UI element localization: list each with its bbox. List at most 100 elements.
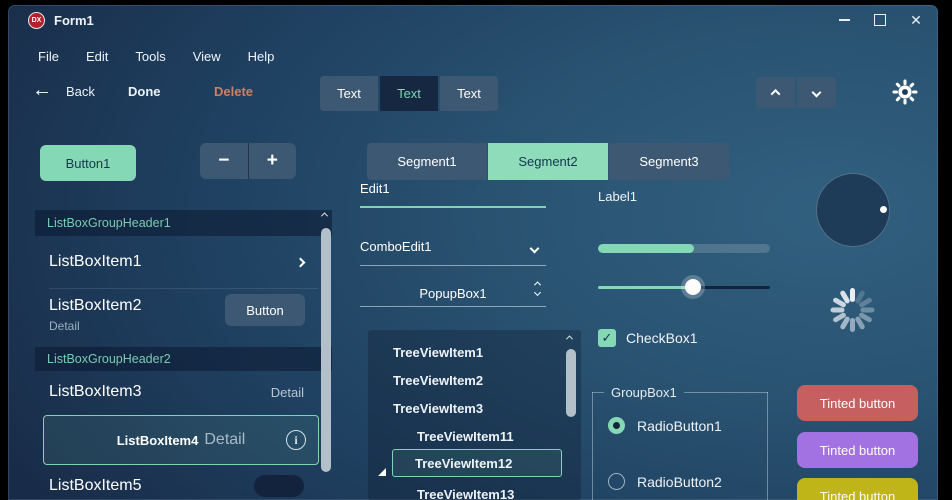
segment-3[interactable]: Segment3: [609, 143, 729, 180]
close-button[interactable]: ✕: [910, 12, 922, 28]
menu-bar: File Edit Tools View Help: [38, 49, 274, 64]
listbox-item-2-title: ListBoxItem2: [49, 297, 142, 314]
radiobutton2-row[interactable]: RadioButton2: [608, 473, 722, 490]
label1: Label1: [598, 189, 638, 204]
text-tab-3[interactable]: Text: [440, 76, 498, 111]
minimize-button[interactable]: [836, 12, 852, 28]
edit1-underline: [360, 206, 546, 208]
gear-icon: [892, 79, 918, 105]
popup-updown-icon: [533, 281, 542, 297]
done-button[interactable]: Done: [128, 84, 161, 99]
maximize-button[interactable]: [872, 12, 888, 28]
combo-edit1-field[interactable]: ComboEdit1: [360, 239, 546, 268]
listbox: ListBoxGroupHeader1 ListBoxItem1 ListBox…: [35, 210, 332, 500]
listbox-item-4-detail: Detail: [204, 431, 246, 448]
tinted-button-yellow[interactable]: Tinted button: [797, 478, 918, 500]
app-icon: DX: [28, 12, 45, 29]
listbox-item-1-title: ListBoxItem1: [49, 253, 142, 270]
edit1-value: Edit1: [360, 181, 390, 196]
knob-indicator-dot: [880, 206, 887, 213]
tree-item-12-selected[interactable]: TreeViewItem12: [392, 449, 562, 477]
scroll-up-icon[interactable]: [320, 212, 329, 220]
combo-underline: [360, 265, 546, 266]
menu-edit[interactable]: Edit: [85, 49, 109, 64]
popup-underline: [360, 306, 546, 307]
checkbox1-box[interactable]: ✓: [598, 329, 616, 347]
listbox-item-3[interactable]: ListBoxItem3 Detail: [35, 371, 318, 413]
down-button[interactable]: [797, 77, 836, 108]
progress-fill: [598, 244, 695, 253]
listbox-item-1[interactable]: ListBoxItem1: [35, 236, 318, 288]
tree-item-12-label: TreeViewItem12: [415, 455, 513, 471]
tree-item-3-label: TreeViewItem3: [393, 400, 484, 416]
up-button[interactable]: [756, 77, 795, 108]
button1[interactable]: Button1: [40, 145, 136, 181]
tinted-button-red[interactable]: Tinted button: [797, 385, 918, 421]
popup-box1-value: PopupBox1: [419, 286, 487, 301]
tree-item-2[interactable]: TreeViewItem2: [368, 366, 558, 394]
checkbox1-label: CheckBox1: [626, 330, 698, 346]
listbox-item-2[interactable]: ListBoxItem2 Detail Button: [35, 289, 318, 347]
combo-edit1-value: ComboEdit1: [360, 239, 432, 254]
radiobutton1-row[interactable]: RadioButton1: [608, 417, 722, 434]
listbox-group-header-1: ListBoxGroupHeader1: [35, 210, 332, 236]
title-bar: DX Form1 ✕: [8, 5, 938, 35]
segment-1[interactable]: Segment1: [367, 143, 487, 180]
slider-thumb[interactable]: [684, 279, 701, 295]
text-tab-2-selected[interactable]: Text: [380, 76, 438, 111]
text-tab-1[interactable]: Text: [320, 76, 378, 111]
tinted-button-purple[interactable]: Tinted button: [797, 432, 918, 468]
scroll-up-icon[interactable]: [565, 335, 574, 343]
radiobutton2-label: RadioButton2: [637, 473, 722, 490]
listbox-item-3-detail: Detail: [270, 384, 304, 400]
scrollbar-thumb[interactable]: [321, 228, 331, 472]
stepper-minus-button[interactable]: −: [200, 143, 249, 179]
menu-help[interactable]: Help: [247, 49, 275, 64]
menu-file[interactable]: File: [38, 49, 59, 64]
tree-item-1-label: TreeViewItem1: [393, 344, 484, 360]
back-button[interactable]: Back: [66, 84, 95, 99]
slider-active-track: [598, 286, 693, 289]
radiobutton1-selected[interactable]: [608, 417, 625, 434]
listbox-item-4-selected[interactable]: ListBoxItem4 Detail i: [43, 415, 319, 465]
menu-view[interactable]: View: [192, 49, 221, 64]
combo-chevron-down-icon: [529, 243, 540, 254]
tree-expand-icon[interactable]: [378, 468, 386, 476]
tree-scrollbar[interactable]: [565, 333, 577, 493]
app-window: DX Form1 ✕ File Edit Tools View Help ← B…: [8, 5, 938, 500]
groupbox-border: [592, 391, 604, 393]
popup-box1-field[interactable]: PopupBox1: [360, 279, 546, 308]
listbox-item-5-toggle[interactable]: [254, 475, 304, 497]
listbox-item-2-button[interactable]: Button: [225, 294, 305, 326]
rotary-knob[interactable]: [816, 173, 890, 247]
listbox-item-5[interactable]: ListBoxItem5: [35, 468, 318, 500]
chevron-right-icon: [295, 257, 306, 267]
window-title: Form1: [54, 13, 94, 28]
stepper-plus-button[interactable]: +: [266, 150, 278, 171]
treeview: TreeViewItem1 TreeViewItem2 TreeViewItem…: [368, 330, 581, 500]
settings-gear-button[interactable]: [892, 79, 918, 105]
segment-2-selected[interactable]: Segment2: [488, 143, 608, 180]
tree-item-11[interactable]: TreeViewItem11: [368, 422, 558, 450]
tree-item-3-expanded[interactable]: TreeViewItem3: [368, 394, 558, 476]
listbox-item-4-title: ListBoxItem4: [116, 432, 199, 448]
delete-button[interactable]: Delete: [214, 84, 254, 99]
info-icon[interactable]: i: [286, 430, 306, 450]
stepper-control: − +: [200, 143, 296, 179]
slider-control[interactable]: [598, 277, 770, 297]
listbox-item-2-detail: Detail: [49, 319, 80, 333]
chevron-up-icon: [770, 88, 781, 99]
listbox-scrollbar[interactable]: [320, 210, 332, 500]
edit1-field[interactable]: Edit1: [360, 181, 546, 209]
tree-item-11-label: TreeViewItem11: [417, 428, 514, 444]
checkbox1-row[interactable]: ✓ CheckBox1: [598, 329, 698, 347]
radiobutton2-unselected[interactable]: [608, 473, 625, 490]
scrollbar-thumb[interactable]: [566, 349, 576, 417]
listbox-item-3-title: ListBoxItem3: [49, 383, 142, 400]
menu-tools[interactable]: Tools: [135, 49, 166, 64]
back-arrow-icon[interactable]: ←: [32, 79, 52, 101]
tree-item-13[interactable]: TreeViewItem13: [368, 480, 558, 500]
listbox-group-header-2: ListBoxGroupHeader2: [35, 347, 332, 371]
segmented-control: Segment1 Segment2 Segment3: [367, 143, 729, 180]
tree-item-1[interactable]: TreeViewItem1: [368, 338, 558, 366]
